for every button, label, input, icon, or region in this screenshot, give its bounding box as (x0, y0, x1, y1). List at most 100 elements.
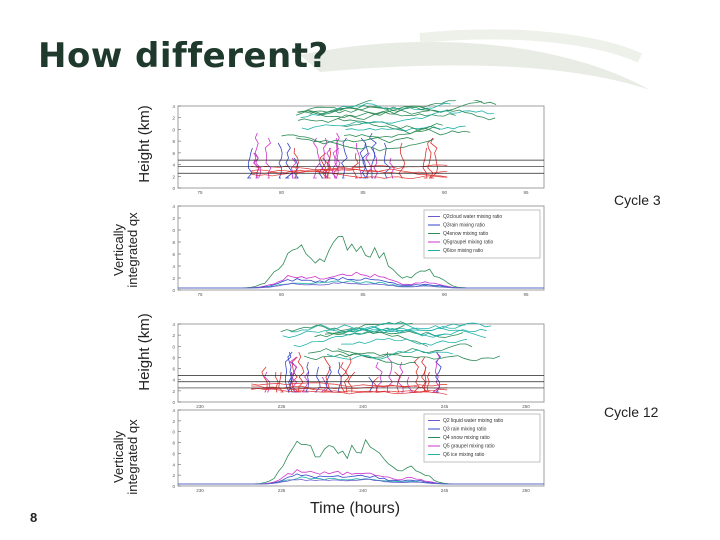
top-height-contour (253, 152, 260, 179)
bottom-height-contour (375, 361, 383, 393)
bottom-vint-legend-label: Q5 graupel mixing ratio (443, 444, 495, 450)
bottom-height-contour (340, 338, 468, 346)
top-height-ytick-label: 10 (172, 127, 175, 132)
top-height-contour (343, 126, 441, 138)
top-height-contour (251, 168, 448, 174)
bottom-height-contour (386, 351, 393, 393)
top-vint-ytick-label: 0.6 (172, 252, 175, 257)
top-height-ytick-label: 12 (172, 116, 175, 121)
top-height-contour (284, 142, 294, 179)
bottom-height-contour (343, 356, 352, 393)
bottom-vint-ytick-label: 0.6 (172, 451, 175, 456)
bottom-vint-xtick-label: 240 (359, 488, 367, 493)
bottom-vint-ytick-label: 1.4 (172, 408, 175, 413)
bottom-height-ytick-label: 14 (172, 322, 175, 327)
bottom-height-contour (297, 351, 305, 393)
bottom-height-xtick-label: 235 (278, 404, 286, 409)
bottom-vint-ytick-label: 1.0 (172, 430, 175, 435)
top-height-contour (251, 169, 448, 179)
bottom-vint-xtick-label: 235 (278, 488, 286, 493)
bottom-vint-panel: 1.4 1.2 1.0 0.8 0.6 0.4 0.2 0.0 230 235 240 245 250 Q… (172, 408, 545, 493)
bottom-height-ytick-label: 6 (172, 367, 175, 372)
top-height-contour (313, 137, 321, 179)
top-height-contour (319, 152, 327, 179)
top-vint-xtick-label: 80 (279, 292, 285, 297)
top-height-contour (338, 118, 471, 136)
height-label-top: Height (km) (136, 105, 153, 183)
bottom-height-contour (251, 385, 448, 395)
top-height-ytick-label: 8 (172, 139, 175, 144)
top-vint-xtick-label: 75 (197, 292, 203, 297)
bottom-height-contour (406, 376, 414, 393)
top-height-contour (321, 137, 329, 179)
x-axis-label: Time (hours) (310, 500, 401, 517)
top-height-contour (365, 152, 372, 179)
top-vint-legend-box (423, 209, 541, 259)
cycle-12-label: Cycle 12 (604, 404, 659, 420)
bottom-height-ytick-label: 0 (172, 400, 175, 405)
top-height-contour (359, 137, 367, 179)
top-vint-legend-label: Q2cloud water mixing ratio (443, 214, 502, 220)
top-height-contour (277, 142, 283, 179)
top-vint-legend-label: Q6ice mixing ratio (443, 248, 483, 254)
top-height-xtick-label: 80 (279, 190, 285, 195)
bottom-height-contour (293, 327, 486, 348)
bottom-height-contour (251, 388, 448, 395)
top-vint-ytick-label: 0.0 (172, 288, 175, 293)
bottom-vint-ytick-label: 0.2 (172, 473, 175, 478)
top-vint-xtick-label: 90 (442, 292, 448, 297)
bottom-height-ytick-label: 10 (172, 344, 175, 349)
top-height-contour (340, 121, 443, 132)
bottom-vint-xtick-label: 245 (441, 488, 449, 493)
top-vint-legend-label: Q5graupel mixing ratio (443, 240, 494, 246)
top-height-contour (355, 142, 362, 179)
bottom-vint-legend-label: Q3 rain mixing ratio (443, 427, 487, 433)
top-height-contour (422, 147, 428, 179)
vint-label-bottom: Vertically integrated qx (111, 419, 141, 495)
bottom-height-axes-frame (177, 323, 545, 403)
bottom-height-contour (280, 321, 413, 333)
top-height-contour (291, 157, 297, 179)
top-height-contour (331, 137, 339, 179)
bottom-height-xtick-label: 240 (359, 404, 367, 409)
top-height-xtick-label: 90 (442, 190, 448, 195)
top-height-contour (246, 147, 253, 179)
bottom-height-contour (340, 361, 348, 393)
bottom-height-contour (301, 371, 309, 393)
bottom-height-contour (264, 371, 271, 393)
top-vint-ytick-label: 1.4 (172, 204, 175, 209)
top-height-contour (301, 110, 494, 130)
bottom-height-panel: 14 12 10 8 6 4 2 0 230 235 240 245 250 (172, 321, 545, 409)
top-vint-legend-label: Q3rain mixing ratio (443, 223, 485, 229)
bottom-vint-legend-label: Q6 ice mixing ratio (443, 452, 485, 458)
top-height-ytick-label: 4 (172, 163, 175, 168)
bottom-height-contour (275, 371, 279, 393)
top-height-contour (398, 142, 406, 179)
top-height-ytick-label: 0 (172, 186, 175, 191)
top-height-xtick-label: 85 (360, 190, 366, 195)
bottom-height-xtick-label: 230 (196, 404, 204, 409)
vint-label-top: Vertically integrated qx (111, 212, 141, 288)
top-vint-ytick-label: 1.2 (172, 216, 175, 221)
bottom-height-contour (347, 371, 356, 393)
bottom-vint-legend-box (423, 413, 541, 463)
top-height-contour (362, 142, 369, 179)
bottom-vint-xtick-label: 250 (522, 488, 530, 493)
bottom-vint-ytick-label: 0.0 (172, 484, 175, 489)
height-label-bottom: Height (km) (136, 313, 153, 391)
bottom-height-contour (289, 356, 298, 393)
top-height-contour (297, 100, 497, 123)
bottom-height-contour (347, 322, 492, 332)
top-height-contour (295, 137, 434, 152)
top-vint-xtick-label: 85 (360, 292, 366, 297)
bottom-height-ytick-label: 2 (172, 389, 175, 394)
top-height-contour (295, 100, 483, 119)
top-height-xtick-label: 95 (523, 190, 529, 195)
cycle-3-label: Cycle 3 (614, 192, 661, 208)
slide-number: 8 (30, 510, 38, 525)
top-height-contour (383, 142, 391, 179)
bottom-vint-ytick-label: 0.4 (172, 462, 175, 467)
top-height-contour (369, 132, 377, 179)
bottom-height-ytick-label: 12 (172, 333, 175, 338)
bottom-height-contour (421, 356, 428, 393)
